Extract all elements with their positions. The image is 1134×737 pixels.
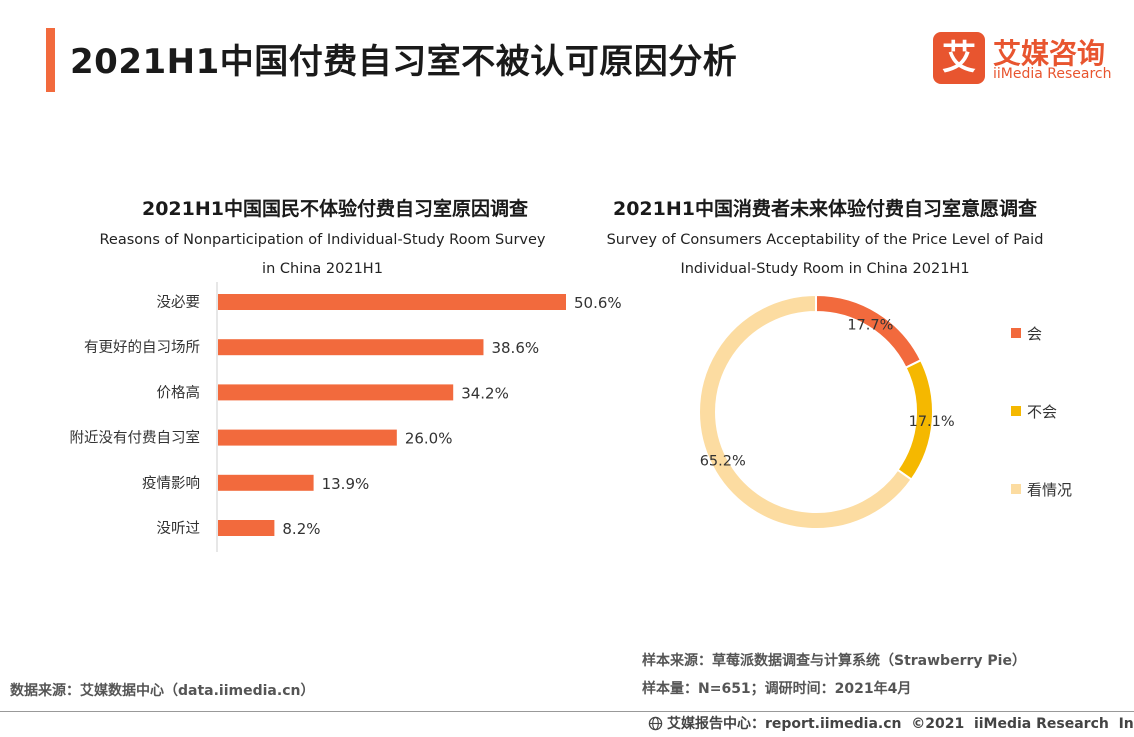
bar xyxy=(218,384,454,401)
globe-icon xyxy=(648,716,663,730)
donut-chart-subtitle: Survey of Consumers Acceptability of the… xyxy=(560,226,1090,284)
footer: 艾媒报告中心：report.iimedia.cn ©2021 iiMedia R… xyxy=(648,713,1134,733)
brand-logo: 艾 艾媒咨询 iiMedia Research xyxy=(933,32,1123,86)
category-label: 有更好的自习场所 xyxy=(84,339,200,356)
category-label: 没听过 xyxy=(157,520,201,537)
bar-value-label: 13.9% xyxy=(322,475,370,493)
category-label: 价格高 xyxy=(157,384,201,401)
logo-cn-text: 艾媒咨询 xyxy=(993,37,1106,70)
category-label: 没必要 xyxy=(157,294,201,311)
legend-label: 看情况 xyxy=(1027,481,1072,499)
bar xyxy=(218,339,484,356)
donut-chart-subtitle-line-2: Individual-Study Room in China 2021H1 xyxy=(680,261,970,277)
bar-value-label: 38.6% xyxy=(491,339,539,357)
footer-divider xyxy=(0,711,1134,712)
bar xyxy=(218,474,314,491)
sample-source: 样本来源：草莓派数据调查与计算系统（Strawberry Pie） xyxy=(642,653,1026,669)
legend-swatch xyxy=(1011,484,1021,494)
sample-size: 样本量：N=651；调研时间：2021年4月 xyxy=(642,681,912,697)
slice-value-label: 65.2% xyxy=(700,453,746,469)
bar-chart-subtitle-line-2: in China 2021H1 xyxy=(262,261,383,277)
bar-chart-subtitle: Reasons of Nonparticipation of Individua… xyxy=(20,226,625,284)
donut-chart-subtitle-line-1: Survey of Consumers Acceptability of the… xyxy=(606,232,1044,248)
data-source: 数据来源：艾媒数据中心（data.iimedia.cn） xyxy=(10,683,315,699)
legend-label: 不会 xyxy=(1027,403,1057,421)
bar-value-label: 34.2% xyxy=(461,384,509,402)
bar xyxy=(218,294,566,310)
donut-chart-title: 2021H1中国消费者未来体验付费自习室意愿调查 xyxy=(612,198,1037,220)
bar xyxy=(218,520,275,536)
logo-en-text: iiMedia Research xyxy=(993,66,1112,82)
bar-chart: 没必要 50.6% 有更好的自习场所 38.6% 价格高 34.2% 附近没有付费自习室 26… xyxy=(70,282,622,552)
bar-value-label: 26.0% xyxy=(405,430,453,448)
legend-swatch xyxy=(1011,406,1021,416)
title-accent-bar xyxy=(46,28,55,92)
category-label: 疫情影响 xyxy=(142,475,200,492)
donut-slice xyxy=(698,293,913,530)
slice-value-label: 17.7% xyxy=(847,318,893,334)
bar xyxy=(218,429,397,446)
legend-label: 会 xyxy=(1027,325,1042,343)
bar-chart-subtitle-line-1: Reasons of Nonparticipation of Individua… xyxy=(99,232,546,248)
bar-value-label: 50.6% xyxy=(574,294,622,312)
slice-value-label: 17.1% xyxy=(909,414,955,430)
legend-swatch xyxy=(1011,328,1021,338)
page-title: 2021H1中国付费自习室不被认可原因分析 xyxy=(70,42,738,82)
footer-text: 艾媒报告中心：report.iimedia.cn ©2021 iiMedia R… xyxy=(667,716,1134,732)
bar-chart-title: 2021H1中国国民不体验付费自习室原因调查 xyxy=(141,198,528,220)
bar-value-label: 8.2% xyxy=(282,520,320,538)
logo-icon: 艾 xyxy=(933,32,985,84)
category-label: 附近没有付费自习室 xyxy=(70,430,201,447)
